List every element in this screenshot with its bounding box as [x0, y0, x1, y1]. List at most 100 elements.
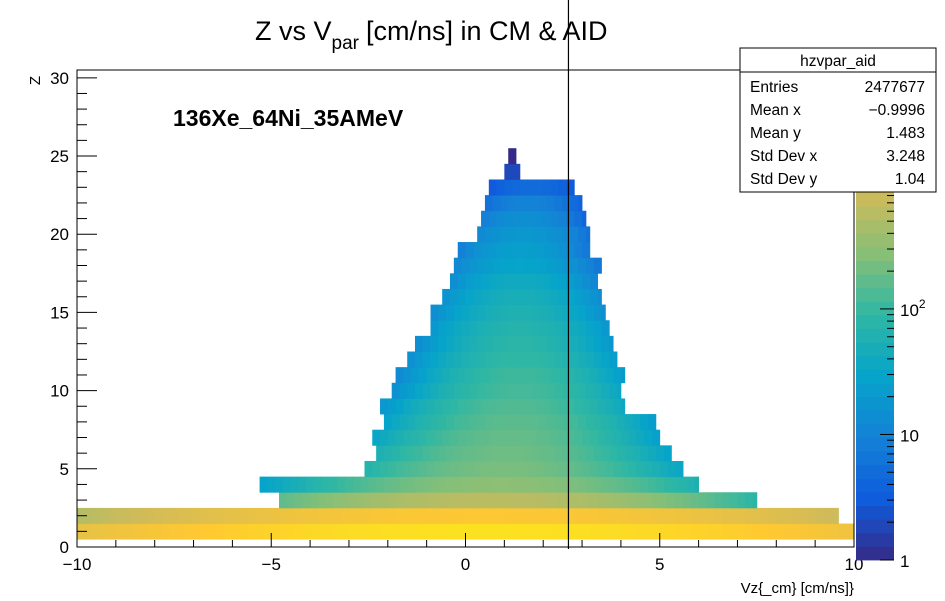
heatmap-cell [527, 398, 536, 415]
heatmap-cell [554, 382, 564, 399]
heatmap-cell [519, 210, 529, 227]
heatmap-cell [574, 210, 583, 227]
heatmap-cell [593, 304, 602, 321]
heatmap-cell [500, 414, 509, 431]
heatmap-cell [465, 398, 474, 415]
heatmap-cell [609, 351, 618, 368]
heatmap-cell [92, 507, 101, 524]
heatmap-cell [554, 414, 564, 431]
heatmap-cell [446, 304, 455, 321]
palette-band [856, 342, 894, 357]
heatmap-cell [582, 210, 587, 227]
heatmap-cell [508, 226, 517, 243]
heatmap-cell [383, 445, 393, 462]
heatmap-cell [496, 367, 505, 384]
heatmap-cell [473, 429, 482, 446]
heatmap-cell [585, 257, 595, 274]
heatmap-cell [535, 210, 544, 227]
heatmap-cell [418, 492, 428, 509]
heatmap-cell [383, 414, 393, 431]
heatmap-cell [84, 523, 93, 540]
heatmap-cell [613, 398, 622, 415]
stats-row-label: Entries [750, 79, 798, 96]
heatmap-cell [597, 507, 606, 524]
heatmap-cell [457, 429, 466, 446]
heatmap-cell [232, 523, 241, 540]
heatmap-cell [465, 523, 474, 540]
heatmap-cell [380, 398, 389, 415]
heatmap-cell [667, 460, 676, 478]
heatmap-cell [508, 414, 517, 431]
heatmap-cell [449, 273, 459, 290]
heatmap-cell [543, 210, 552, 227]
heatmap-cell [547, 414, 556, 431]
heatmap-cell [562, 320, 571, 337]
heatmap-cell [488, 273, 497, 290]
heatmap-cell [434, 367, 443, 384]
heatmap-cell [504, 523, 513, 540]
heatmap-cell [737, 523, 746, 540]
heatmap-cell [519, 429, 529, 446]
heatmap-cell [282, 476, 292, 493]
heatmap-cell [570, 335, 579, 352]
heatmap-cell [578, 257, 587, 274]
heatmap-cell [675, 523, 684, 540]
heatmap-cell [484, 476, 494, 493]
heatmap-cell [333, 492, 342, 509]
heatmap-cell [519, 273, 529, 290]
heatmap-cell [380, 492, 389, 509]
heatmap-cell [504, 507, 513, 524]
heatmap-cell [395, 429, 404, 446]
heatmap-cell [422, 382, 431, 399]
heatmap-cell [512, 179, 521, 196]
heatmap-cell [368, 476, 377, 493]
heatmap-cell [543, 492, 552, 509]
heatmap-cell [434, 492, 443, 509]
heatmap-cell [492, 320, 501, 337]
heatmap-cell [620, 492, 630, 509]
heatmap-cell [302, 507, 311, 524]
heatmap-cell [333, 507, 342, 524]
heatmap-cell [523, 257, 532, 274]
heatmap-cell [488, 179, 497, 196]
heatmap-cell [523, 414, 532, 431]
heatmap-cell [512, 163, 521, 180]
heatmap-cell [496, 507, 505, 524]
heatmap-cell [395, 492, 404, 509]
x-tick-label: −10 [63, 555, 92, 574]
heatmap-cell [554, 476, 564, 493]
heatmap-cell [589, 288, 598, 305]
heatmap-cell [620, 398, 626, 415]
palette-band [856, 464, 894, 479]
heatmap-cell [535, 492, 544, 509]
heatmap-cell [449, 507, 459, 524]
heatmap-cell [683, 523, 692, 540]
heatmap-cell [760, 523, 769, 540]
heatmap-cell [644, 507, 653, 524]
heatmap-cell [539, 257, 548, 274]
heatmap-cell [714, 492, 723, 509]
heatmap-cell [597, 398, 606, 415]
heatmap-cell [508, 257, 517, 274]
heatmap-cell [426, 460, 435, 478]
heatmap-cell [457, 367, 466, 384]
heatmap-cell [566, 367, 575, 384]
heatmap-cell [376, 476, 385, 493]
heatmap-cell [593, 320, 602, 337]
heatmap-cell [539, 226, 548, 243]
heatmap-cell [558, 367, 567, 384]
heatmap-cell [333, 523, 342, 540]
heatmap-cell [562, 304, 571, 321]
x-tick-label: 0 [461, 555, 470, 574]
heatmap-cell [601, 476, 610, 493]
heatmap-cell [578, 476, 587, 493]
heatmap-cell [484, 335, 494, 352]
heatmap-cell [523, 304, 532, 321]
palette-band [856, 219, 894, 234]
heatmap-cell [302, 492, 311, 509]
heatmap-cell [566, 507, 575, 524]
heatmap-cell [648, 445, 657, 462]
heatmap-cell [294, 523, 303, 540]
heatmap-cell [496, 179, 505, 196]
heatmap-cell [446, 320, 455, 337]
